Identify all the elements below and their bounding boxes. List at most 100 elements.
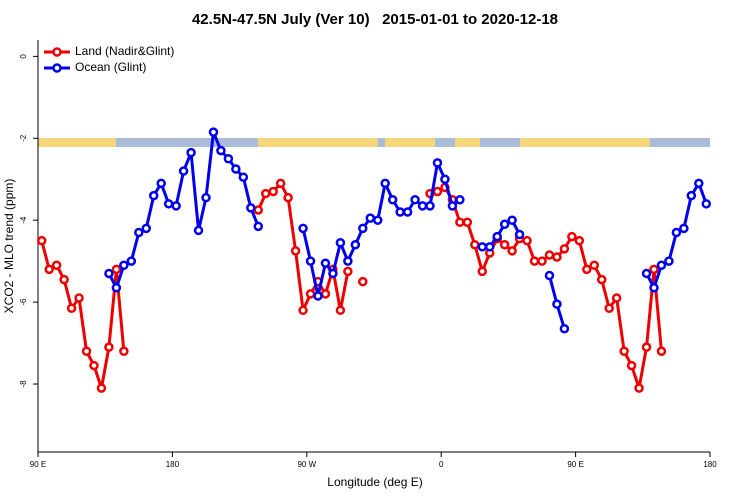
point <box>89 360 99 371</box>
point <box>208 127 219 137</box>
point <box>246 203 256 213</box>
point <box>104 268 114 279</box>
legend-label: Ocean (Glint) <box>75 60 146 74</box>
point <box>649 264 659 275</box>
point <box>178 166 189 176</box>
point <box>134 227 144 238</box>
point <box>238 172 249 182</box>
point <box>119 346 129 357</box>
point <box>574 235 585 246</box>
point <box>432 186 443 197</box>
point <box>499 219 510 230</box>
point <box>477 242 488 252</box>
point <box>111 264 122 275</box>
point <box>358 276 368 287</box>
point <box>193 225 204 236</box>
x-tick-label: 180 <box>703 460 717 469</box>
legend-marker <box>52 63 62 73</box>
point <box>380 178 390 189</box>
point <box>163 199 174 209</box>
point <box>499 240 510 250</box>
point <box>641 342 652 352</box>
point <box>275 178 286 189</box>
point <box>544 270 555 281</box>
y-axis-label: XCO2 - MLO trend (ppm) <box>2 179 16 314</box>
point <box>470 240 480 250</box>
x-tick-label: 90 E <box>30 460 46 469</box>
point <box>664 256 674 266</box>
point <box>253 221 264 232</box>
point <box>417 201 428 211</box>
point <box>305 256 316 266</box>
point <box>544 250 555 260</box>
point <box>66 303 77 314</box>
point <box>529 256 540 266</box>
point <box>119 260 129 270</box>
point <box>626 360 637 371</box>
point <box>253 205 264 215</box>
point <box>641 268 652 279</box>
chart-title: 42.5N-47.5N July (Ver 10) 2015-01-01 to … <box>192 11 558 28</box>
point <box>395 207 405 217</box>
point <box>320 258 331 268</box>
point <box>305 289 316 299</box>
x-tick-label: 180 <box>166 460 180 469</box>
point <box>328 268 338 279</box>
point <box>59 274 69 285</box>
land-ocean-band <box>38 138 710 147</box>
point <box>447 201 458 211</box>
point <box>611 293 622 303</box>
point <box>216 145 226 156</box>
point <box>514 229 525 240</box>
point <box>365 213 376 223</box>
point <box>559 323 570 334</box>
y-tick-label: -6 <box>19 298 28 306</box>
point <box>462 217 473 227</box>
point <box>290 246 301 256</box>
point <box>148 190 159 201</box>
point <box>156 178 166 189</box>
y-tick-label: -4 <box>19 216 28 224</box>
y-tick-label: -8 <box>19 380 28 388</box>
legend-label: Land (Nadir&Glint) <box>75 44 174 58</box>
point <box>701 199 712 209</box>
point <box>186 147 196 158</box>
point <box>350 240 361 250</box>
point <box>372 215 383 225</box>
point <box>559 244 570 254</box>
point <box>477 266 488 277</box>
point <box>552 252 562 262</box>
point <box>686 190 697 201</box>
legend-marker <box>52 47 62 57</box>
x-tick-label: 0 <box>439 460 444 469</box>
point <box>343 256 353 266</box>
point <box>141 223 152 234</box>
point <box>298 223 308 234</box>
point <box>425 201 435 211</box>
point <box>507 246 517 256</box>
point <box>51 260 62 270</box>
point <box>283 192 293 203</box>
point <box>484 242 495 252</box>
point <box>36 235 47 246</box>
point <box>260 188 271 199</box>
point <box>74 293 84 303</box>
point <box>335 237 346 248</box>
point <box>634 383 644 393</box>
point <box>656 346 667 357</box>
point <box>656 260 667 270</box>
point <box>589 260 600 270</box>
point <box>343 266 353 277</box>
point <box>432 158 443 168</box>
point <box>455 194 465 205</box>
point <box>44 264 54 275</box>
point <box>507 215 517 225</box>
point <box>604 303 614 314</box>
point <box>201 192 211 203</box>
point <box>231 164 241 174</box>
point <box>552 299 562 309</box>
point <box>410 194 420 205</box>
x-tick-label: 90 W <box>297 460 316 469</box>
y-tick-label: -2 <box>19 134 28 142</box>
